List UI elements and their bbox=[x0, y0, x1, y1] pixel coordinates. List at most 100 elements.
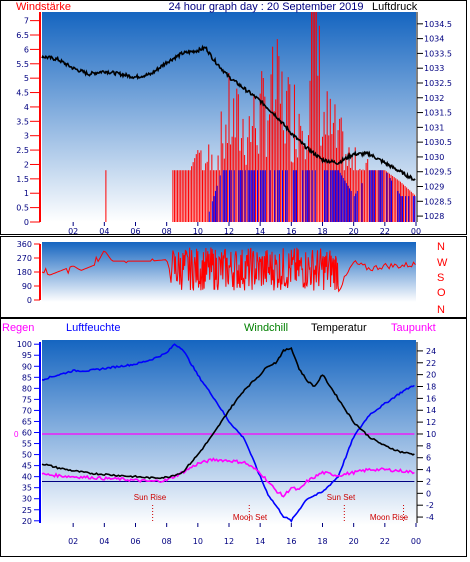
temp-tick-label-8: 12 bbox=[426, 418, 436, 427]
wind-tick-label-6: 3 bbox=[24, 132, 29, 141]
x-tick-label-hum-3: 08 bbox=[162, 537, 172, 546]
series-temperature bbox=[41, 346, 415, 480]
wind-tick-label-9: 4.5 bbox=[16, 89, 29, 98]
pressure-tick-label-2: 1029 bbox=[424, 183, 444, 192]
x-tick-label-hum-8: 18 bbox=[317, 537, 327, 546]
x-tick-label-hum-1: 04 bbox=[99, 537, 109, 546]
temp-tick-label-12: 20 bbox=[426, 371, 436, 380]
series-wind bbox=[208, 170, 416, 222]
temp-tick-label-4: 4 bbox=[426, 466, 431, 475]
compass-n-top: N bbox=[437, 241, 445, 253]
series-layer bbox=[41, 12, 416, 523]
wind-tick-label-13: 6.5 bbox=[16, 31, 29, 40]
wind-tick-label-3: 1.5 bbox=[16, 175, 29, 184]
dir-tick-label-3: 270 bbox=[17, 254, 32, 263]
x-tick-label-hum-10: 22 bbox=[380, 537, 390, 546]
event-sunrise: Sun Rise bbox=[134, 493, 167, 502]
hum-tick-label-7: 55 bbox=[22, 440, 32, 449]
temp-tick-label-3: 2 bbox=[426, 477, 431, 486]
x-tick-label-wind-5: 12 bbox=[224, 227, 234, 236]
compass-labels: N W S O N bbox=[437, 241, 448, 316]
wind-tick-label-14: 7 bbox=[24, 17, 29, 26]
x-tick-label-wind-10: 22 bbox=[380, 227, 390, 236]
pressure-axis-title: Luftdruck bbox=[372, 1, 418, 13]
legend-temperature: Temperatur bbox=[311, 322, 367, 334]
temp-tick-label-13: 22 bbox=[426, 359, 436, 368]
x-tick-label-wind-11: 00 bbox=[411, 227, 421, 236]
x-tick-label-wind-4: 10 bbox=[193, 227, 203, 236]
x-tick-label-wind-3: 08 bbox=[162, 227, 172, 236]
tick-layer: 00.511.522.533.544.555.566.5710281028.51… bbox=[16, 12, 452, 546]
x-tick-label-hum-6: 14 bbox=[255, 537, 265, 546]
hum-tick-label-10: 70 bbox=[22, 406, 32, 415]
pressure-tick-label-1: 1028.5 bbox=[424, 197, 452, 206]
dir-tick-label-1: 90 bbox=[22, 282, 32, 291]
compass-s: S bbox=[437, 272, 444, 284]
series-humidity bbox=[41, 343, 415, 523]
temp-tick-label-11: 18 bbox=[426, 383, 436, 392]
plot-area-humidity bbox=[42, 340, 416, 525]
temp-tick-label-1: -2 bbox=[426, 501, 434, 510]
wind-tick-label-1: 0.5 bbox=[16, 204, 29, 213]
pressure-tick-label-10: 1033 bbox=[424, 64, 444, 73]
hum-tick-label-9: 65 bbox=[22, 417, 32, 426]
wind-tick-label-7: 3.5 bbox=[16, 117, 29, 126]
series-pressure bbox=[41, 44, 416, 182]
x-tick-label-wind-8: 18 bbox=[317, 227, 327, 236]
temp-tick-label-7: 10 bbox=[426, 430, 436, 439]
x-tick-label-wind-1: 04 bbox=[99, 227, 109, 236]
series-direction bbox=[41, 247, 416, 293]
x-tick-label-hum-9: 20 bbox=[349, 537, 359, 546]
wind-tick-label-11: 5.5 bbox=[16, 60, 29, 69]
event-sunset: Sun Set bbox=[327, 493, 356, 502]
pressure-tick-label-6: 1031 bbox=[424, 123, 444, 132]
x-tick-label-hum-4: 10 bbox=[193, 537, 203, 546]
x-tick-label-hum-7: 16 bbox=[286, 537, 296, 546]
temp-tick-label-10: 16 bbox=[426, 394, 436, 403]
compass-w: W bbox=[437, 257, 448, 269]
hum-tick-label-1: 25 bbox=[22, 506, 32, 515]
legend-dewpoint: Taupunkt bbox=[391, 322, 436, 334]
temp-tick-label-9: 14 bbox=[426, 406, 436, 415]
wind-tick-label-5: 2.5 bbox=[16, 146, 29, 155]
pressure-tick-label-9: 1032.5 bbox=[424, 79, 452, 88]
compass-n-bottom: N bbox=[437, 304, 445, 316]
hum-tick-label-12: 80 bbox=[22, 384, 32, 393]
hum-tick-label-6: 50 bbox=[22, 451, 32, 460]
event-moonrise: Moon Rise bbox=[370, 513, 409, 522]
pressure-tick-label-11: 1033.5 bbox=[424, 49, 452, 58]
temp-tick-label-0: -4 bbox=[426, 513, 434, 522]
legend-windchill: Windchill bbox=[244, 322, 288, 334]
pressure-tick-label-12: 1034 bbox=[424, 35, 444, 44]
dir-tick-label-0: 0 bbox=[27, 296, 32, 305]
pressure-tick-label-5: 1030.5 bbox=[424, 138, 452, 147]
x-tick-label-hum-0: 02 bbox=[68, 537, 78, 546]
wind-tick-label-4: 2 bbox=[24, 160, 29, 169]
series-dewpoint bbox=[41, 457, 415, 498]
x-tick-label-wind-6: 14 bbox=[255, 227, 265, 236]
temp-tick-label-5: 6 bbox=[426, 454, 431, 463]
wind-tick-label-12: 6 bbox=[24, 45, 29, 54]
pressure-tick-label-0: 1028 bbox=[424, 212, 444, 221]
temp-tick-label-6: 8 bbox=[426, 442, 431, 451]
pressure-tick-label-8: 1032 bbox=[424, 94, 444, 103]
hum-tick-label-5: 45 bbox=[22, 462, 32, 471]
wind-tick-label-8: 4 bbox=[24, 103, 29, 112]
hum-tick-label-15: 95 bbox=[22, 351, 32, 360]
hum-tick-label-8: 60 bbox=[22, 429, 32, 438]
wind-tick-label-2: 1 bbox=[24, 189, 29, 198]
hum-tick-label-2: 30 bbox=[22, 495, 32, 504]
x-tick-label-wind-7: 16 bbox=[286, 227, 296, 236]
wind-tick-label-0: 0 bbox=[24, 218, 29, 227]
hum-tick-label-16: 100 bbox=[17, 340, 32, 349]
legend-rain: Regen bbox=[2, 322, 34, 334]
hum-tick-label-13: 85 bbox=[22, 373, 32, 382]
x-tick-label-wind-2: 06 bbox=[130, 227, 140, 236]
chart-title: 24 hour graph day : 20 September 2019 bbox=[168, 1, 363, 13]
hum-tick-label-14: 90 bbox=[22, 362, 32, 371]
dir-tick-label-4: 360 bbox=[17, 240, 32, 249]
pressure-tick-label-7: 1031.5 bbox=[424, 109, 452, 118]
wind-tick-label-10: 5 bbox=[24, 74, 29, 83]
dir-tick-label-2: 180 bbox=[17, 268, 32, 277]
